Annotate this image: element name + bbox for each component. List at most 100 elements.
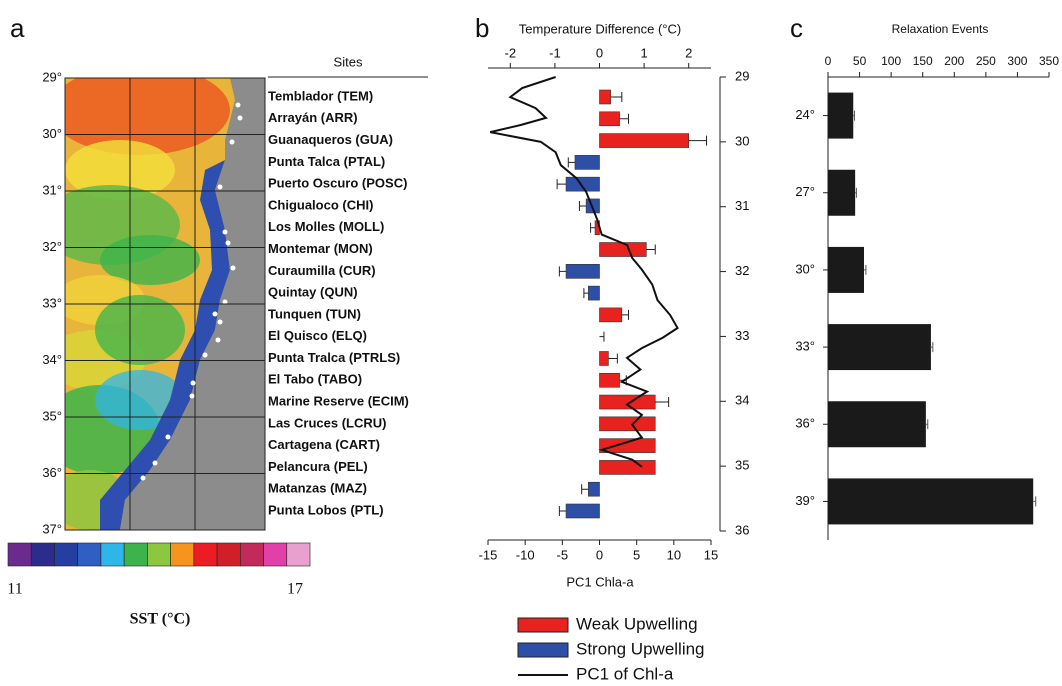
top-tick-label: 350 xyxy=(1039,54,1059,68)
colorbar-swatch xyxy=(100,542,125,567)
site-label: Las Cruces (LCRU) xyxy=(268,415,386,430)
sst-map xyxy=(65,78,265,530)
lat-label: 34° xyxy=(42,352,62,367)
right-tick-label: 32 xyxy=(735,263,749,278)
top-tick-label: 150 xyxy=(913,54,933,68)
top-tick-label: -1 xyxy=(549,45,561,60)
site-label: Chigualoco (CHI) xyxy=(268,197,373,212)
category-label: 39° xyxy=(795,493,815,508)
error-bar xyxy=(1033,496,1037,507)
panel-letter: a xyxy=(10,13,25,43)
site-label: Guanaqueros (GUA) xyxy=(268,132,393,147)
bottom-tick-label: 15 xyxy=(704,547,718,562)
site-label: El Quisco (ELQ) xyxy=(268,328,367,343)
lat-label: 31° xyxy=(42,182,62,197)
error-bar xyxy=(930,342,934,353)
bar xyxy=(599,394,656,410)
bar xyxy=(828,92,854,139)
error-bar xyxy=(863,264,867,275)
bottom-tick-label: -10 xyxy=(516,547,535,562)
colorbar-min: 11 xyxy=(7,581,22,598)
colorbar-swatch xyxy=(7,542,32,567)
error-bar xyxy=(646,244,656,255)
colorbar-swatch xyxy=(147,542,171,567)
site-label: El Tabo (TABO) xyxy=(268,372,362,387)
bar xyxy=(828,169,856,216)
sites-title: Sites xyxy=(334,54,363,69)
bar xyxy=(828,324,931,371)
bar xyxy=(599,111,620,127)
top-tick-label: 100 xyxy=(881,54,901,68)
colorbar-swatch xyxy=(286,542,311,567)
right-tick-label: 29 xyxy=(735,68,749,83)
bottom-tick-label: -5 xyxy=(557,547,569,562)
bar xyxy=(599,416,656,432)
bar xyxy=(599,242,647,257)
top-tick-label: 0 xyxy=(825,54,832,68)
colorbar-swatch xyxy=(54,542,78,567)
pc1-line xyxy=(490,76,679,468)
error-bar xyxy=(855,187,857,198)
bar xyxy=(599,307,623,323)
colorbar-swatch xyxy=(77,542,102,567)
legend-label: Strong Upwelling xyxy=(576,639,705,658)
bar xyxy=(828,478,1034,525)
bar xyxy=(599,351,609,366)
colorbar-swatch xyxy=(216,542,241,567)
error-bar xyxy=(578,200,587,211)
error-bar xyxy=(925,419,929,430)
top-tick-label: 250 xyxy=(976,54,996,68)
bar xyxy=(565,264,600,279)
top-tick-label: 1 xyxy=(640,45,647,60)
top-axis-title: Temperature Difference (°C) xyxy=(519,21,681,36)
right-tick-label: 36 xyxy=(735,522,749,537)
top-tick-label: 2 xyxy=(685,45,692,60)
error-bar xyxy=(608,353,618,364)
error-bar xyxy=(688,135,708,146)
site-label: Quintay (QUN) xyxy=(268,285,358,300)
bar xyxy=(599,133,689,148)
colorbar-swatch xyxy=(263,542,288,567)
error-bar xyxy=(558,506,567,516)
site-label: Punta Tralca (PTRLS) xyxy=(268,350,400,365)
right-tick-label: 34 xyxy=(735,393,749,408)
site-label: Puerto Oscuro (POSC) xyxy=(268,176,407,191)
legend-label: PC1 of Chl-a xyxy=(576,664,674,683)
bottom-tick-label: 10 xyxy=(667,547,681,562)
colorbar-swatch xyxy=(30,542,55,567)
bar xyxy=(599,372,620,388)
panel-letter: b xyxy=(475,13,489,43)
colorbar-swatch xyxy=(123,542,148,567)
category-label: 27° xyxy=(795,184,815,199)
bar xyxy=(828,246,864,293)
bar xyxy=(599,438,656,453)
top-tick-label: 300 xyxy=(1007,54,1027,68)
lat-label: 33° xyxy=(42,295,62,310)
category-label: 33° xyxy=(795,339,815,354)
legend-swatch xyxy=(517,617,569,633)
bottom-tick-label: 5 xyxy=(633,547,640,562)
lat-label: 29° xyxy=(42,69,62,84)
bottom-tick-label: 0 xyxy=(596,547,603,562)
bar xyxy=(565,503,600,519)
chart-title: Relaxation Events xyxy=(892,22,989,36)
site-label: Los Molles (MOLL) xyxy=(268,219,384,234)
bar xyxy=(599,89,611,105)
error-bar xyxy=(558,266,567,277)
site-label: Temblador (TEM) xyxy=(268,88,373,103)
site-label: Tunquen (TUN) xyxy=(268,306,361,321)
right-tick-label: 30 xyxy=(735,133,749,148)
bottom-tick-label: -15 xyxy=(479,547,498,562)
bar xyxy=(599,460,656,475)
legend-swatch xyxy=(517,642,569,658)
error-bar xyxy=(581,484,589,495)
error-bar xyxy=(610,92,623,102)
category-label: 30° xyxy=(795,261,815,276)
error-bar xyxy=(853,110,856,121)
site-label: Punta Lobos (PTL) xyxy=(268,502,384,517)
bar xyxy=(588,285,600,301)
right-tick-label: 35 xyxy=(735,458,749,473)
error-bar xyxy=(621,309,629,320)
error-bar xyxy=(599,331,605,342)
